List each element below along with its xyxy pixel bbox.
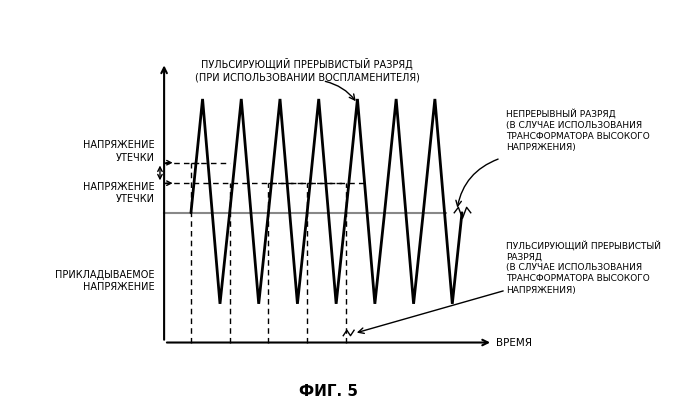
Text: ФИГ. 5: ФИГ. 5 [299, 384, 358, 399]
Text: ПУЛЬСИРУЮЩИЙ ПРЕРЫВИСТЫЙ РАЗРЯД
(ПРИ ИСПОЛЬЗОВАНИИ ВОСПЛАМЕНИТЕЛЯ): ПУЛЬСИРУЮЩИЙ ПРЕРЫВИСТЫЙ РАЗРЯД (ПРИ ИСП… [194, 58, 419, 83]
Text: ПРИКЛАДЫВАЕМОЕ
НАПРЯЖЕНИЕ: ПРИКЛАДЫВАЕМОЕ НАПРЯЖЕНИЕ [55, 270, 154, 292]
Text: ВРЕМЯ: ВРЕМЯ [496, 337, 531, 348]
Text: НЕПРЕРЫВНЫЙ РАЗРЯД
(В СЛУЧАЕ ИСПОЛЬЗОВАНИЯ
ТРАНСФОРМАТОРА ВЫСОКОГО
НАПРЯЖЕНИЯ): НЕПРЕРЫВНЫЙ РАЗРЯД (В СЛУЧАЕ ИСПОЛЬЗОВАН… [506, 109, 649, 152]
Text: ПУЛЬСИРУЮЩИЙ ПРЕРЫВИСТЫЙ
РАЗРЯД
(В СЛУЧАЕ ИСПОЛЬЗОВАНИЯ
ТРАНСФОРМАТОРА ВЫСОКОГО
: ПУЛЬСИРУЮЩИЙ ПРЕРЫВИСТЫЙ РАЗРЯД (В СЛУЧА… [506, 240, 661, 295]
Text: НАПРЯЖЕНИЕ
УТЕЧКИ: НАПРЯЖЕНИЕ УТЕЧКИ [83, 140, 154, 162]
Text: НАПРЯЖЕНИЕ
УТЕЧКИ: НАПРЯЖЕНИЕ УТЕЧКИ [83, 182, 154, 204]
